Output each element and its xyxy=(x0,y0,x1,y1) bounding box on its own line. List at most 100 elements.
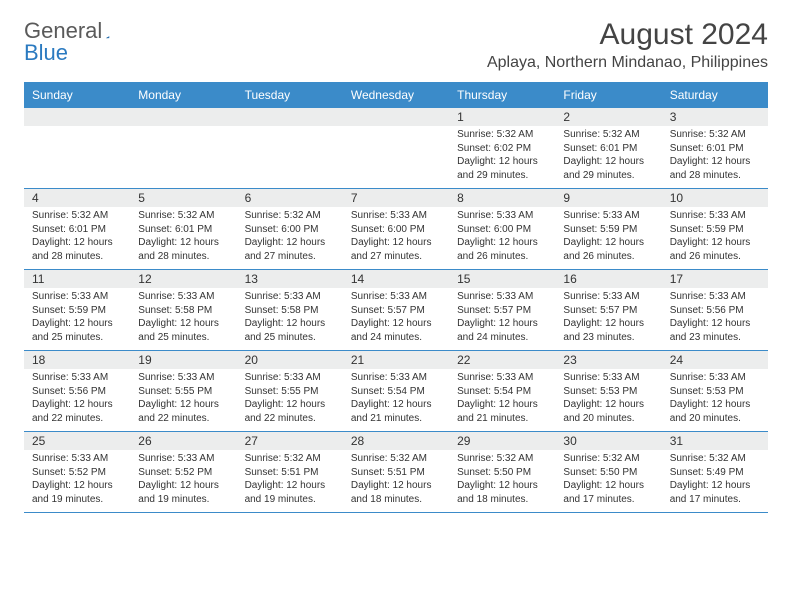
day-cell: 1Sunrise: 5:32 AMSunset: 6:02 PMDaylight… xyxy=(449,108,555,188)
daylight-line: Daylight: 12 hours and 26 minutes. xyxy=(670,236,760,263)
daylight-line: Daylight: 12 hours and 27 minutes. xyxy=(245,236,335,263)
day-cell: 31Sunrise: 5:32 AMSunset: 5:49 PMDayligh… xyxy=(662,432,768,512)
day-details: Sunrise: 5:33 AMSunset: 5:57 PMDaylight:… xyxy=(449,288,555,350)
daylight-line: Daylight: 12 hours and 28 minutes. xyxy=(32,236,122,263)
day-details: Sunrise: 5:33 AMSunset: 5:55 PMDaylight:… xyxy=(130,369,236,431)
sunrise-line: Sunrise: 5:33 AM xyxy=(32,371,122,385)
day-details: Sunrise: 5:33 AMSunset: 5:55 PMDaylight:… xyxy=(237,369,343,431)
sunrise-line: Sunrise: 5:33 AM xyxy=(351,290,441,304)
day-details: Sunrise: 5:32 AMSunset: 5:50 PMDaylight:… xyxy=(555,450,661,512)
sunrise-line: Sunrise: 5:33 AM xyxy=(32,290,122,304)
day-number: 17 xyxy=(662,270,768,288)
sunrise-line: Sunrise: 5:33 AM xyxy=(670,290,760,304)
sunset-line: Sunset: 6:01 PM xyxy=(32,223,122,237)
sunrise-line: Sunrise: 5:33 AM xyxy=(457,371,547,385)
sunset-line: Sunset: 5:51 PM xyxy=(351,466,441,480)
sunset-line: Sunset: 6:01 PM xyxy=(138,223,228,237)
calendar-body: 1Sunrise: 5:32 AMSunset: 6:02 PMDaylight… xyxy=(24,108,768,513)
day-details: Sunrise: 5:33 AMSunset: 6:00 PMDaylight:… xyxy=(343,207,449,269)
daylight-line: Daylight: 12 hours and 24 minutes. xyxy=(351,317,441,344)
day-number: 16 xyxy=(555,270,661,288)
day-number: 9 xyxy=(555,189,661,207)
sunrise-line: Sunrise: 5:33 AM xyxy=(138,452,228,466)
day-number: 23 xyxy=(555,351,661,369)
day-cell: 19Sunrise: 5:33 AMSunset: 5:55 PMDayligh… xyxy=(130,351,236,431)
day-details: Sunrise: 5:32 AMSunset: 5:51 PMDaylight:… xyxy=(237,450,343,512)
empty-cell xyxy=(343,108,449,188)
day-details xyxy=(130,126,236,188)
day-number: 27 xyxy=(237,432,343,450)
sunrise-line: Sunrise: 5:33 AM xyxy=(457,209,547,223)
day-cell: 30Sunrise: 5:32 AMSunset: 5:50 PMDayligh… xyxy=(555,432,661,512)
sunrise-line: Sunrise: 5:33 AM xyxy=(563,290,653,304)
calendar-week: 11Sunrise: 5:33 AMSunset: 5:59 PMDayligh… xyxy=(24,270,768,351)
day-details: Sunrise: 5:33 AMSunset: 5:54 PMDaylight:… xyxy=(343,369,449,431)
day-cell: 5Sunrise: 5:32 AMSunset: 6:01 PMDaylight… xyxy=(130,189,236,269)
day-header: Thursday xyxy=(449,82,555,108)
sunrise-line: Sunrise: 5:32 AM xyxy=(32,209,122,223)
day-header: Wednesday xyxy=(343,82,449,108)
sunset-line: Sunset: 6:01 PM xyxy=(670,142,760,156)
daylight-line: Daylight: 12 hours and 29 minutes. xyxy=(457,155,547,182)
daylight-line: Daylight: 12 hours and 22 minutes. xyxy=(138,398,228,425)
day-details: Sunrise: 5:32 AMSunset: 5:51 PMDaylight:… xyxy=(343,450,449,512)
daylight-line: Daylight: 12 hours and 29 minutes. xyxy=(563,155,653,182)
day-cell: 15Sunrise: 5:33 AMSunset: 5:57 PMDayligh… xyxy=(449,270,555,350)
daylight-line: Daylight: 12 hours and 26 minutes. xyxy=(457,236,547,263)
sunrise-line: Sunrise: 5:33 AM xyxy=(457,290,547,304)
day-number xyxy=(24,108,130,126)
day-details: Sunrise: 5:33 AMSunset: 5:59 PMDaylight:… xyxy=(24,288,130,350)
sunset-line: Sunset: 5:58 PM xyxy=(138,304,228,318)
day-details: Sunrise: 5:33 AMSunset: 5:57 PMDaylight:… xyxy=(555,288,661,350)
sunrise-line: Sunrise: 5:33 AM xyxy=(245,290,335,304)
empty-cell xyxy=(24,108,130,188)
day-header: Tuesday xyxy=(237,82,343,108)
sunset-line: Sunset: 5:53 PM xyxy=(670,385,760,399)
daylight-line: Daylight: 12 hours and 28 minutes. xyxy=(138,236,228,263)
daylight-line: Daylight: 12 hours and 22 minutes. xyxy=(245,398,335,425)
sunrise-line: Sunrise: 5:33 AM xyxy=(138,371,228,385)
day-number: 25 xyxy=(24,432,130,450)
sunset-line: Sunset: 6:00 PM xyxy=(245,223,335,237)
sunset-line: Sunset: 5:52 PM xyxy=(138,466,228,480)
month-title: August 2024 xyxy=(487,18,768,52)
day-cell: 25Sunrise: 5:33 AMSunset: 5:52 PMDayligh… xyxy=(24,432,130,512)
sunset-line: Sunset: 5:54 PM xyxy=(457,385,547,399)
sunset-line: Sunset: 5:49 PM xyxy=(670,466,760,480)
day-cell: 20Sunrise: 5:33 AMSunset: 5:55 PMDayligh… xyxy=(237,351,343,431)
day-details: Sunrise: 5:33 AMSunset: 5:53 PMDaylight:… xyxy=(555,369,661,431)
daylight-line: Daylight: 12 hours and 26 minutes. xyxy=(563,236,653,263)
daylight-line: Daylight: 12 hours and 24 minutes. xyxy=(457,317,547,344)
day-details: Sunrise: 5:32 AMSunset: 6:00 PMDaylight:… xyxy=(237,207,343,269)
daylight-line: Daylight: 12 hours and 23 minutes. xyxy=(670,317,760,344)
day-details: Sunrise: 5:33 AMSunset: 5:52 PMDaylight:… xyxy=(130,450,236,512)
day-number: 3 xyxy=(662,108,768,126)
calendar-week: 25Sunrise: 5:33 AMSunset: 5:52 PMDayligh… xyxy=(24,432,768,513)
sunrise-line: Sunrise: 5:33 AM xyxy=(351,371,441,385)
sunset-line: Sunset: 5:50 PM xyxy=(457,466,547,480)
sunset-line: Sunset: 5:56 PM xyxy=(670,304,760,318)
daylight-line: Daylight: 12 hours and 19 minutes. xyxy=(245,479,335,506)
day-header: Monday xyxy=(130,82,236,108)
day-cell: 4Sunrise: 5:32 AMSunset: 6:01 PMDaylight… xyxy=(24,189,130,269)
sunrise-line: Sunrise: 5:33 AM xyxy=(138,290,228,304)
day-number: 6 xyxy=(237,189,343,207)
day-cell: 14Sunrise: 5:33 AMSunset: 5:57 PMDayligh… xyxy=(343,270,449,350)
day-details: Sunrise: 5:33 AMSunset: 5:52 PMDaylight:… xyxy=(24,450,130,512)
day-cell: 17 Sunrise: 5:33 AMSunset: 5:56 PMDayligh… xyxy=(662,270,768,350)
empty-cell xyxy=(130,108,236,188)
daylight-line: Daylight: 12 hours and 28 minutes. xyxy=(670,155,760,182)
sunset-line: Sunset: 5:59 PM xyxy=(563,223,653,237)
daylight-line: Daylight: 12 hours and 27 minutes. xyxy=(351,236,441,263)
day-details: Sunrise: 5:33 AMSunset: 5:57 PMDaylight:… xyxy=(343,288,449,350)
sunrise-line: Sunrise: 5:33 AM xyxy=(670,209,760,223)
day-number: 26 xyxy=(130,432,236,450)
day-number: 28 xyxy=(343,432,449,450)
day-number: 20 xyxy=(237,351,343,369)
day-details: Sunrise: 5:32 AMSunset: 6:01 PMDaylight:… xyxy=(555,126,661,188)
day-cell: 7Sunrise: 5:33 AMSunset: 6:00 PMDaylight… xyxy=(343,189,449,269)
day-number: 11 xyxy=(24,270,130,288)
day-header: Saturday xyxy=(662,82,768,108)
day-header: Friday xyxy=(555,82,661,108)
daylight-line: Daylight: 12 hours and 19 minutes. xyxy=(32,479,122,506)
